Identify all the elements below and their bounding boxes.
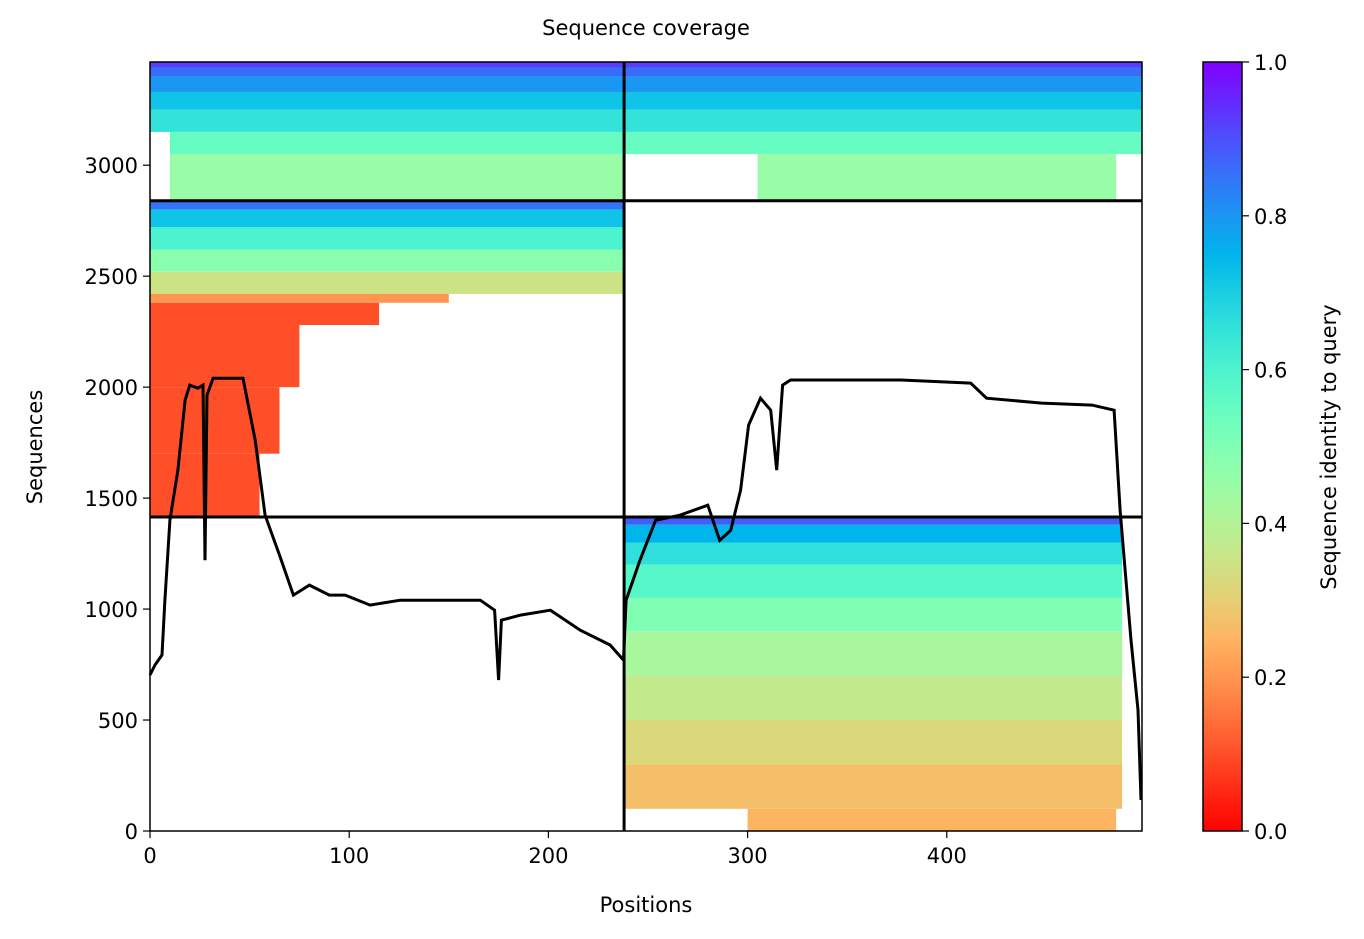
coverage-block bbox=[150, 227, 625, 250]
coverage-block bbox=[624, 631, 1123, 676]
colorbar-tick-label: 0.8 bbox=[1254, 205, 1287, 229]
chart-title: Sequence coverage bbox=[542, 16, 750, 40]
colorbar-label: Sequence identity to query bbox=[1317, 304, 1341, 589]
x-tick-label: 0 bbox=[143, 844, 156, 868]
x-axis-label: Positions bbox=[600, 893, 693, 917]
colorbar-tick-label: 1.0 bbox=[1254, 51, 1287, 75]
coverage-block bbox=[150, 387, 280, 454]
plot-frame bbox=[149, 61, 1143, 832]
y-tick-label: 2000 bbox=[85, 376, 138, 400]
y-tick-label: 1500 bbox=[85, 487, 138, 511]
coverage-block bbox=[757, 154, 1117, 200]
coverage-block bbox=[150, 302, 380, 325]
coverage-block bbox=[747, 808, 1117, 831]
coverage-block bbox=[624, 516, 1123, 525]
y-tick-label: 1000 bbox=[85, 598, 138, 622]
coverage-block bbox=[150, 324, 300, 388]
x-tick-label: 100 bbox=[329, 844, 369, 868]
coverage-line bbox=[148, 376, 1143, 800]
coverage-block bbox=[150, 76, 1142, 92]
x-tick-label: 400 bbox=[927, 844, 967, 868]
colorbar-tick-label: 0.4 bbox=[1254, 512, 1287, 536]
coverage-block bbox=[150, 109, 1142, 132]
coverage-block bbox=[624, 564, 1123, 598]
coverage-block bbox=[150, 200, 625, 210]
y-tick-label: 3000 bbox=[85, 154, 138, 178]
y-tick-label: 500 bbox=[98, 709, 138, 733]
x-tick-label: 300 bbox=[728, 844, 768, 868]
coverage-block bbox=[169, 131, 1142, 155]
coverage-block bbox=[169, 154, 625, 200]
coverage-block bbox=[150, 209, 625, 228]
y-tick-label: 2500 bbox=[85, 265, 138, 289]
coverage-block bbox=[150, 249, 625, 272]
coverage-block bbox=[624, 524, 1123, 543]
x-tick-label: 200 bbox=[528, 844, 568, 868]
coverage-block bbox=[150, 91, 1142, 110]
coverage-block bbox=[150, 293, 449, 303]
coverage-block bbox=[624, 542, 1123, 565]
colorbar-tick-label: 0.0 bbox=[1254, 820, 1287, 844]
colorbar-tick-label: 0.2 bbox=[1254, 666, 1287, 690]
y-tick-label: 0 bbox=[125, 820, 138, 844]
colorbar bbox=[1202, 61, 1243, 832]
coverage-block bbox=[150, 67, 1142, 77]
y-axis-label: Sequences bbox=[23, 390, 47, 505]
coverage-block bbox=[150, 271, 625, 294]
colorbar-tick-label: 0.6 bbox=[1254, 359, 1287, 383]
coverage-block bbox=[624, 675, 1123, 721]
coverage-block bbox=[150, 62, 1142, 68]
coverage-block bbox=[624, 720, 1123, 765]
coverage-block bbox=[624, 597, 1123, 632]
coverage-block bbox=[624, 764, 1123, 809]
